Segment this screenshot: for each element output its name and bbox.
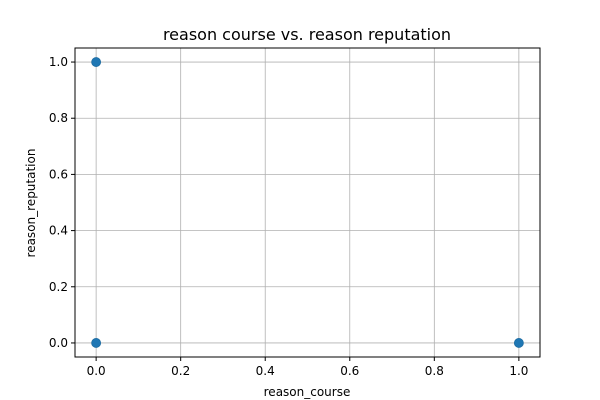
x-tick-label: 0.0: [87, 364, 106, 378]
y-tick-label: 0.8: [49, 111, 68, 125]
y-tick-label: 0.0: [49, 336, 68, 350]
data-point: [91, 338, 102, 348]
y-tick-label: 0.2: [49, 280, 68, 294]
x-axis-ticks: 0.0 0.2 0.4 0.6 0.8 1.0: [87, 357, 528, 378]
y-tick-label: 0.6: [49, 167, 68, 181]
data-point: [91, 57, 102, 67]
data-points: [91, 57, 524, 348]
y-tick-label: 1.0: [49, 55, 68, 69]
y-tick-label: 0.4: [49, 224, 68, 238]
data-point: [513, 338, 524, 348]
grid-lines: [75, 48, 540, 357]
y-axis-label: reason_reputation: [24, 149, 38, 258]
plot-frame: [74, 47, 541, 358]
x-tick-label: 0.8: [425, 364, 444, 378]
x-tick-label: 0.6: [340, 364, 359, 378]
y-axis-ticks: 0.0 0.2 0.4 0.6 0.8 1.0: [49, 55, 75, 350]
x-tick-label: 0.4: [256, 364, 275, 378]
x-axis-label: reason_course: [264, 385, 351, 399]
x-tick-label: 1.0: [509, 364, 528, 378]
chart-title: reason course vs. reason reputation: [163, 25, 451, 44]
x-tick-label: 0.2: [171, 364, 190, 378]
